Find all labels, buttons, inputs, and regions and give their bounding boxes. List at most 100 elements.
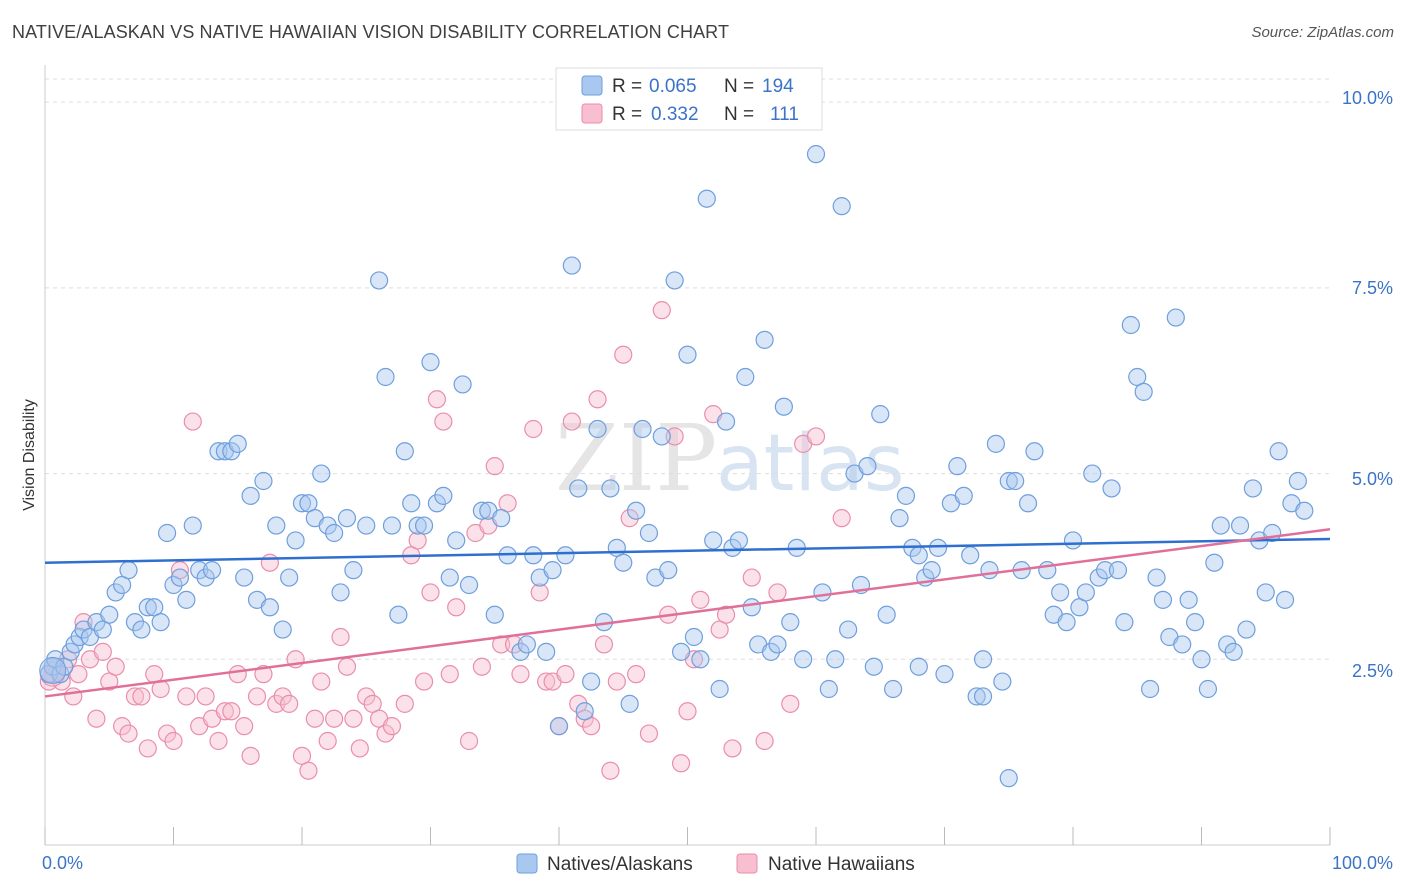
point-natives-alaskans-12	[100, 605, 119, 624]
point-natives-alaskans-179	[1211, 516, 1230, 535]
point-native-hawaiians-32	[235, 717, 254, 736]
point-natives-alaskans-cluster	[39, 656, 67, 684]
point-native-hawaiians-38	[273, 687, 292, 706]
series-natives-alaskans	[39, 145, 1314, 788]
point-natives-alaskans-103	[710, 679, 729, 699]
point-natives-alaskans-163	[1108, 561, 1128, 580]
y-tick-label-10: 10.0%	[1342, 88, 1393, 108]
point-native-hawaiians-74	[524, 419, 543, 439]
point-natives-alaskans-23	[170, 568, 190, 587]
point-natives-alaskans-130	[890, 509, 909, 528]
point-native-hawaiians-9	[87, 709, 106, 728]
point-native-hawaiians-35	[254, 665, 273, 684]
point-natives-alaskans-111	[761, 642, 781, 661]
point-natives-alaskans-120	[826, 650, 845, 669]
point-native-hawaiians-90	[626, 665, 646, 684]
point-natives-alaskans-26	[190, 561, 209, 580]
point-native-hawaiians-46	[325, 709, 344, 728]
point-natives-alaskans-25	[183, 516, 202, 535]
point-natives-alaskans-58	[408, 516, 427, 535]
point-native-hawaiians-29	[215, 702, 234, 721]
point-natives-alaskans-55	[389, 605, 408, 624]
point-native-hawaiians-69	[485, 457, 504, 476]
point-native-hawaiians-61	[427, 390, 447, 409]
point-natives-alaskans-126	[864, 657, 883, 676]
point-native-hawaiians-30	[222, 702, 241, 721]
point-native-hawaiians-14	[119, 724, 138, 743]
stats-legend: R = 0.065 N = 194 R = 0.332 N = 111	[555, 67, 823, 131]
point-native-hawaiians-17	[138, 739, 157, 758]
point-natives-alaskans-113	[774, 397, 793, 416]
point-natives-alaskans-53	[376, 367, 395, 387]
series-native-hawaiians	[39, 301, 851, 780]
point-natives-alaskans-131	[896, 486, 916, 505]
point-native-hawaiians-20	[157, 724, 177, 743]
point-native-hawaiians-39	[280, 694, 299, 713]
point-native-hawaiians-62	[434, 412, 453, 431]
point-natives-alaskans-107	[736, 367, 755, 387]
point-natives-alaskans-100	[691, 650, 710, 669]
point-natives-alaskans-160	[1089, 568, 1108, 587]
point-natives-alaskans-34	[241, 486, 260, 505]
point-native-hawaiians-76	[537, 672, 556, 691]
point-natives-alaskans-102	[704, 531, 723, 550]
point-natives-alaskans-46	[318, 516, 337, 535]
point-natives-alaskans-151	[1025, 442, 1044, 461]
point-natives-alaskans-72	[511, 642, 530, 661]
source-credit: Source: ZipAtlas.com	[1251, 24, 1394, 41]
point-natives-alaskans-176	[1192, 650, 1211, 669]
point-native-hawaiians-79	[556, 665, 575, 684]
point-natives-alaskans-54	[382, 516, 402, 535]
point-natives-alaskans-97	[671, 642, 691, 661]
point-natives-alaskans-129	[883, 679, 903, 699]
trend-lines	[44, 528, 1331, 698]
point-natives-alaskans-161	[1096, 561, 1115, 580]
point-natives-alaskans-162	[1102, 479, 1121, 498]
trend-line-natives-alaskans	[44, 537, 1331, 564]
point-native-hawaiians-95	[671, 754, 691, 773]
point-native-hawaiians-5	[64, 687, 83, 706]
point-natives-alaskans-36	[254, 471, 273, 491]
axes	[44, 65, 1331, 846]
point-natives-alaskans-24	[177, 590, 196, 609]
point-native-hawaiians-91	[639, 724, 659, 743]
point-native-hawaiians-23	[177, 687, 196, 706]
point-natives-alaskans-118	[813, 583, 832, 602]
point-natives-alaskans-32	[228, 434, 247, 453]
point-natives-alaskans-60	[421, 353, 440, 372]
point-natives-alaskans-143	[973, 650, 993, 669]
point-natives-alaskans-168	[1140, 679, 1160, 699]
point-natives-alaskans-94	[652, 427, 671, 446]
point-natives-alaskans-188	[1269, 442, 1288, 461]
point-native-hawaiians-10	[93, 642, 112, 661]
point-native-hawaiians-15	[125, 687, 145, 706]
point-native-hawaiians-96	[678, 702, 697, 721]
point-native-hawaiians-80	[562, 412, 581, 431]
legend-r-value-pink: 0.332	[651, 104, 699, 125]
point-natives-alaskans-16	[125, 613, 145, 632]
point-natives-alaskans-158	[1076, 583, 1095, 602]
point-natives-alaskans-89	[620, 694, 639, 713]
point-natives-alaskans-80	[562, 256, 581, 275]
y-tick-label-5: 5.0%	[1352, 469, 1393, 489]
point-natives-alaskans-148	[1006, 471, 1025, 491]
point-native-hawaiians-48	[337, 657, 357, 676]
watermark-atlas: atlas	[716, 419, 905, 509]
point-natives-alaskans-112	[768, 635, 787, 654]
point-natives-alaskans-192	[1295, 501, 1314, 520]
point-natives-alaskans-135	[922, 561, 941, 580]
point-natives-alaskans-141	[961, 546, 980, 565]
point-natives-alaskans-105	[723, 538, 742, 557]
point-natives-alaskans-47	[325, 523, 344, 543]
point-native-hawaiians-36	[260, 553, 279, 572]
legend-r-label-pink: R =	[612, 104, 642, 125]
point-natives-alaskans-144	[980, 561, 999, 580]
point-native-hawaiians-65	[459, 731, 479, 751]
point-natives-alaskans-74	[524, 546, 543, 565]
point-native-hawaiians-64	[447, 598, 466, 617]
point-natives-alaskans-65	[453, 375, 472, 394]
point-natives-alaskans-82	[575, 702, 594, 721]
point-natives-alaskans-40	[280, 568, 299, 587]
point-native-hawaiians-44	[312, 672, 331, 691]
